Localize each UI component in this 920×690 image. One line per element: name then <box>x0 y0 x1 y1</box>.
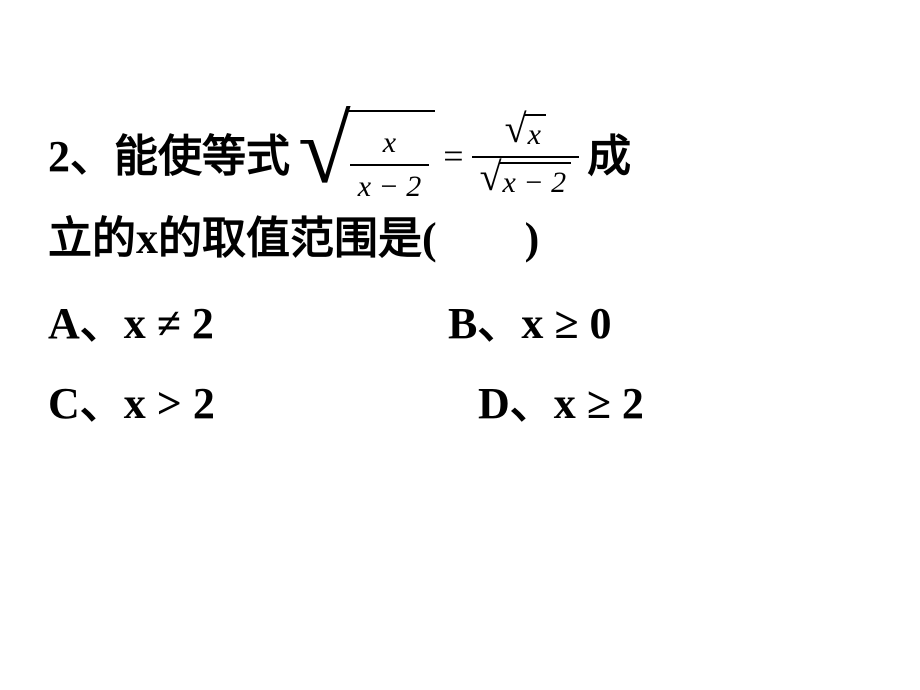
radical-icon: √ <box>505 114 527 144</box>
choice-A-label: A、 <box>48 302 124 346</box>
fraction-right-num: √ x <box>495 114 556 156</box>
choice-row-2: C、 x > 2 D、 x ≥ 2 <box>48 382 880 426</box>
fraction-left-den: x − 2 <box>350 164 430 204</box>
sqrt-right-den: √ x − 2 <box>480 162 572 200</box>
choice-B-expr: x ≥ 0 <box>521 302 611 346</box>
choice-A[interactable]: A、 x ≠ 2 <box>48 302 448 346</box>
sqrt-left-body: x x − 2 <box>346 110 436 204</box>
choice-B-label: B、 <box>448 302 521 346</box>
choice-C[interactable]: C、 x > 2 <box>48 382 478 426</box>
question-tail: 成 <box>587 133 631 181</box>
question-line-1: 2、 能使等式 √ x x − 2 = √ x <box>48 110 880 204</box>
choice-A-expr: x ≠ 2 <box>124 302 214 346</box>
choice-C-label: C、 <box>48 382 124 426</box>
fraction-right-den: √ x − 2 <box>472 156 580 200</box>
sqrt-right-num-val: x <box>524 114 546 152</box>
fraction-left: x x − 2 <box>350 126 430 204</box>
choice-row-1: A、 x ≠ 2 B、 x ≥ 0 <box>48 302 880 346</box>
equals-sign: = <box>435 137 471 177</box>
question-number: 2、 <box>48 133 114 181</box>
fraction-left-num: x <box>373 126 406 164</box>
choice-D-expr: x ≥ 2 <box>554 382 644 426</box>
choice-D-label: D、 <box>478 382 554 426</box>
fraction-right: √ x √ x − 2 <box>472 114 580 200</box>
equation: √ x x − 2 = √ x <box>290 110 587 204</box>
choice-D[interactable]: D、 x ≥ 2 <box>478 382 644 426</box>
choice-C-expr: x > 2 <box>124 382 215 426</box>
radical-icon: √ <box>298 122 351 178</box>
sqrt-left: √ x x − 2 <box>298 110 435 204</box>
sqrt-right-den-val: x − 2 <box>499 162 572 200</box>
question-lead: 能使等式 <box>114 133 290 181</box>
radical-icon: √ <box>480 162 502 192</box>
question-line-2: 立的x的取值范围是( ) <box>48 206 880 272</box>
choice-B[interactable]: B、 x ≥ 0 <box>448 302 612 346</box>
sqrt-right-num: √ x <box>505 114 546 152</box>
slide: 2、 能使等式 √ x x − 2 = √ x <box>0 0 920 690</box>
choices: A、 x ≠ 2 B、 x ≥ 0 C、 x > 2 D、 x ≥ 2 <box>48 302 880 426</box>
